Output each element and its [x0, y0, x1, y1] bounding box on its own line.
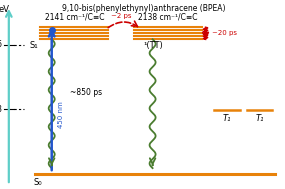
Text: ~20 ps: ~20 ps [212, 30, 237, 36]
Text: 450 nm: 450 nm [58, 101, 64, 128]
Text: 2141 cm⁻¹/C≡C: 2141 cm⁻¹/C≡C [45, 12, 104, 21]
Text: ¹(TT): ¹(TT) [144, 41, 164, 50]
Text: 9,10-bis(phenylethynyl)anthracene (BPEA): 9,10-bis(phenylethynyl)anthracene (BPEA) [62, 4, 225, 13]
Text: S₁: S₁ [29, 41, 38, 50]
Text: T₁: T₁ [256, 114, 264, 123]
Text: T₁: T₁ [223, 114, 231, 123]
Text: 1.3: 1.3 [0, 105, 3, 114]
Text: 2.6: 2.6 [0, 40, 3, 49]
Text: eV: eV [0, 5, 9, 14]
Text: ~2 ps: ~2 ps [111, 13, 131, 19]
Text: 2138 cm⁻¹/C≡C: 2138 cm⁻¹/C≡C [138, 12, 198, 21]
Text: ~850 ps: ~850 ps [70, 88, 102, 97]
Text: S₀: S₀ [34, 178, 42, 187]
